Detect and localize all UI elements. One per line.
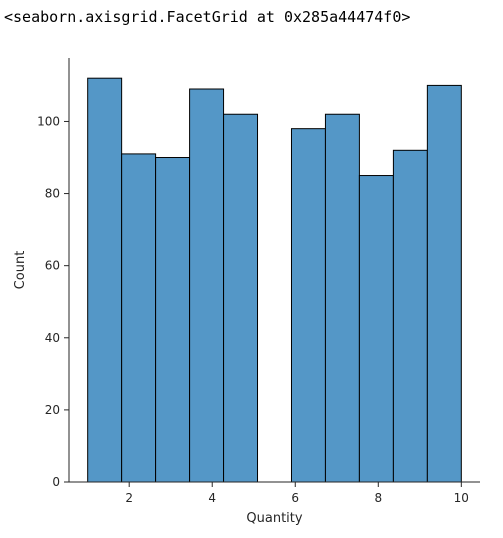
x-ticks-group: 2 4 6 8 10	[125, 482, 469, 505]
x-tick-label: 6	[291, 491, 299, 505]
y-tick-label: 20	[45, 403, 60, 417]
y-tick-label: 0	[52, 475, 60, 489]
histogram-bar	[223, 113, 259, 483]
x-tick-label: 8	[374, 491, 382, 505]
x-tick-label: 10	[454, 491, 469, 505]
histogram-bar	[189, 88, 225, 483]
y-tick-label: 80	[45, 187, 60, 201]
histogram-bar	[324, 113, 360, 483]
histogram-bar	[155, 157, 191, 483]
y-tick-label: 60	[45, 259, 60, 273]
histogram-bar	[358, 175, 394, 483]
histogram-bar	[87, 77, 123, 483]
x-axis-label: Quantity	[246, 511, 302, 526]
histogram-bar	[392, 149, 428, 483]
y-axis-label: Count	[13, 251, 28, 290]
x-tick-label: 4	[208, 491, 216, 505]
bars-group	[87, 77, 462, 483]
histogram-bar	[290, 128, 326, 483]
histogram-bar	[121, 153, 157, 483]
y-ticks-group: 0 20 40 60 80 100	[37, 114, 69, 489]
y-tick-label: 100	[37, 114, 60, 128]
x-tick-label: 2	[125, 491, 133, 505]
y-tick-label: 40	[45, 331, 60, 345]
histogram-bar	[426, 84, 462, 483]
cell-output-text: <seaborn.axisgrid.FacetGrid at 0x285a444…	[4, 8, 411, 26]
